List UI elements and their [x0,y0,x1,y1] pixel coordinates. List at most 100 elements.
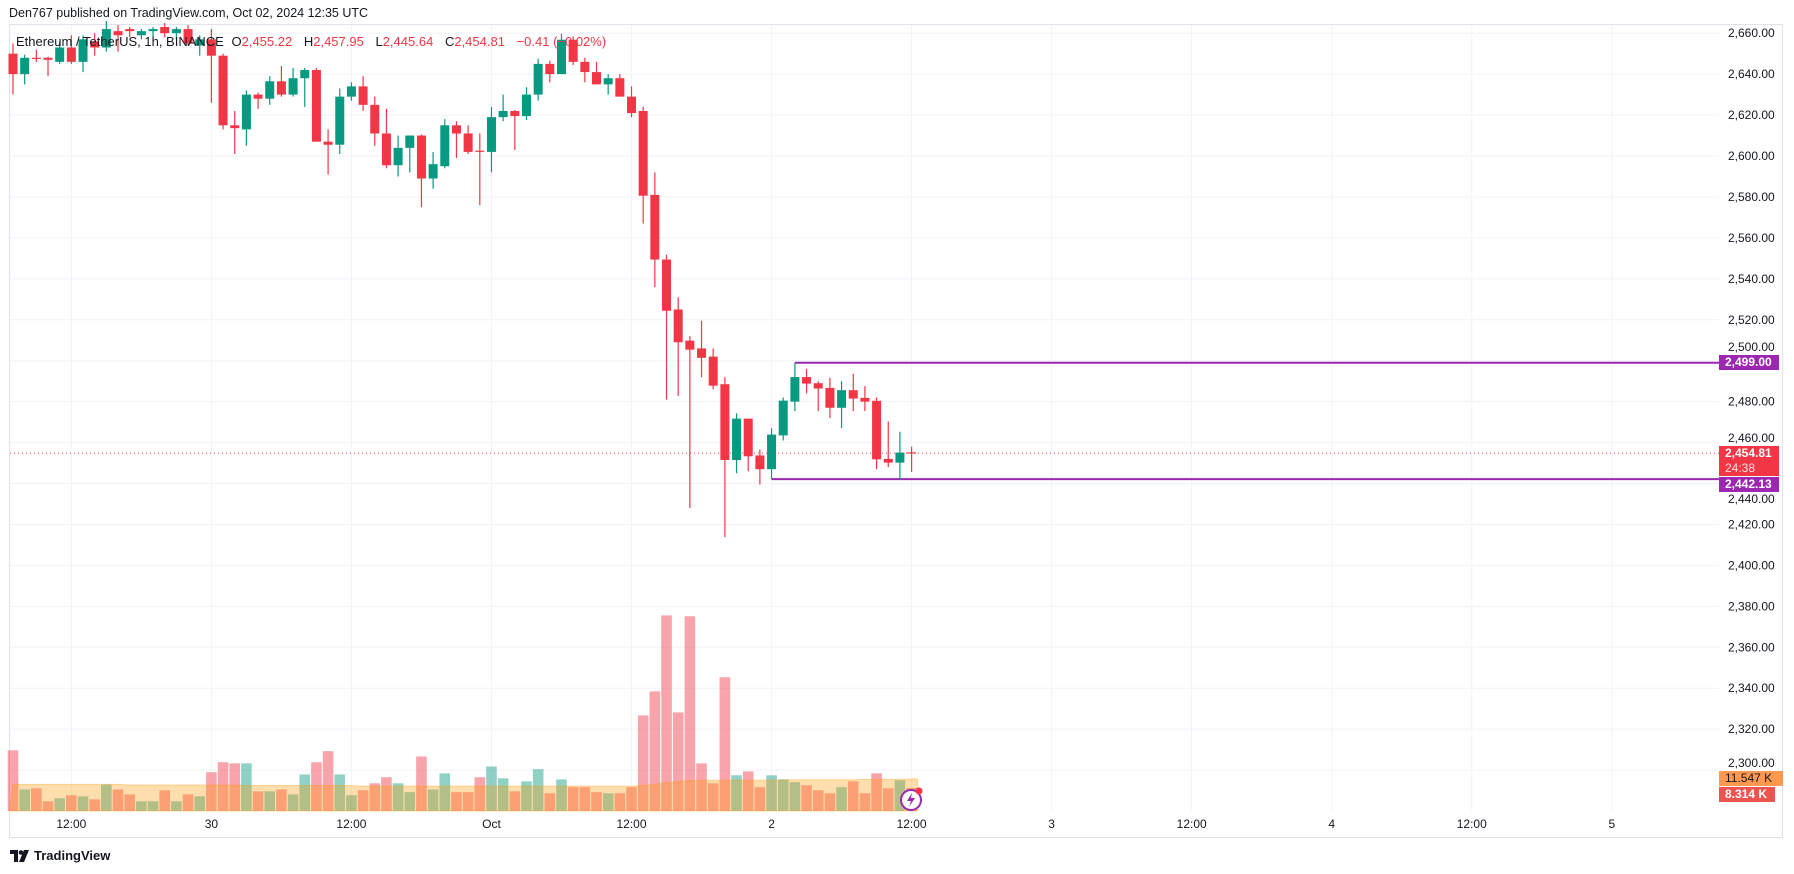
open-label: O [231,34,242,49]
candle [125,27,135,38]
time-tick-label: 12:00 [897,817,927,831]
candle-body [451,125,461,134]
volume-bar [439,773,451,811]
candle [113,25,123,52]
support-price-tag: 2,442.13 [1719,477,1779,492]
candle [381,108,391,169]
price-tick-label: 2,500.00 [1728,340,1775,354]
candle-body [66,47,76,62]
candle [662,254,672,400]
candle-body [837,390,847,408]
volume-bar [731,775,742,811]
time-tick-label: 12:00 [1177,817,1207,831]
time-tick-label: 12:00 [56,817,86,831]
candle-body [685,340,695,350]
candle [556,33,566,75]
candle [697,320,707,378]
volume-bar [182,794,194,811]
candle [451,121,461,159]
volume-bar [509,791,521,811]
volume-bar [637,715,649,811]
price-tick-label: 2,300.00 [1728,756,1775,770]
candles [8,20,917,538]
symbol-name[interactable]: Ethereum / TetherUS, 1h, BINANCE [16,34,224,49]
volume-bar [591,792,602,811]
volume-bar [719,677,731,811]
time-tick-label: 2 [768,817,775,831]
lightning-icon[interactable] [899,786,925,817]
price-axis[interactable]: 2,300.00 2,320.00 2,340.00 2,360.00 2,380.00… [1728,26,1775,770]
volume-bar [614,793,626,811]
price-tick-label: 2,660.00 [1728,26,1775,40]
candle [755,449,765,485]
candle [837,381,847,429]
volume-ma-tag: 11.547 K [1719,771,1783,786]
candle-body [720,384,730,460]
candle-body [428,164,438,179]
volume-bar [229,763,241,811]
candle-body [521,94,531,117]
candle [743,418,753,472]
candle-body [136,31,146,36]
volume-bar [427,789,439,811]
candle-body [31,57,41,59]
bar-countdown: 24:38 [1725,461,1756,475]
candle-body [475,150,485,152]
tradingview-logo-icon [10,849,29,862]
volume-bar [754,787,766,811]
volume-bar [276,789,287,811]
price-tick-label: 2,420.00 [1728,517,1775,531]
volume-bar [89,799,100,811]
volume-ma-area [9,778,919,812]
volume-bar [544,793,556,811]
candle [300,67,310,107]
candle-body [592,72,601,85]
volume-bar [707,783,719,811]
volume-bar [31,788,42,811]
candle [603,74,613,95]
time-tick-label: 4 [1328,817,1335,831]
candle-body [860,397,870,402]
volume-bar [672,712,684,811]
volume-bar [626,787,637,811]
volume-bar [532,769,544,811]
volume-bar [777,779,789,811]
candle [288,67,298,97]
candle-body [78,39,88,62]
candle [825,377,835,418]
candle-body [90,41,100,48]
candle-body [323,141,333,145]
volume-bar [521,781,532,811]
candle-body [580,61,590,73]
brand-name: TradingView [34,848,111,863]
candle-body [697,348,707,358]
price-tick-label: 2,520.00 [1728,313,1775,327]
candle-body [43,57,53,60]
price-tick-label: 2,460.00 [1728,431,1775,445]
candle-body [755,455,765,470]
volume-bar [462,792,474,811]
level-lines[interactable] [10,361,1719,481]
volume-bar [824,793,836,811]
volume-bar [859,793,871,811]
candle-body [276,81,286,95]
price-tick-label: 2,360.00 [1728,640,1775,654]
tradingview-logo[interactable]: TradingView [10,848,110,863]
candle [498,94,508,122]
candle [872,397,882,470]
candle [592,61,601,85]
volume-bar [451,792,462,811]
candle [206,29,216,103]
candle-body [883,458,893,463]
time-axis[interactable]: 12:00 30 12:00 Oct 12:00 2 12:00 3 12:00 4 12:00 5 [56,817,1615,831]
volume-bar [124,794,135,811]
close-value: 2,454.81 [454,34,505,49]
low-label: L [375,34,383,49]
price-tick-label: 2,320.00 [1728,722,1775,736]
candle [101,20,111,52]
candle [405,135,415,173]
candle [230,110,240,154]
candle-body [743,418,753,457]
candle-body [206,39,216,56]
